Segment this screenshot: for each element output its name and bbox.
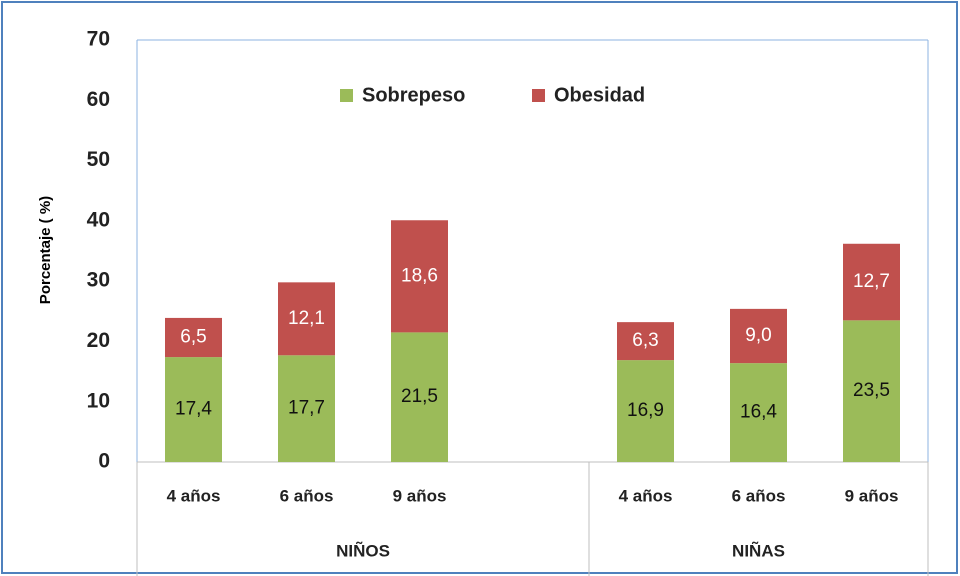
legend-swatch — [340, 89, 353, 102]
group-label: NIÑAS — [732, 540, 785, 560]
y-tick-label: 60 — [87, 88, 110, 111]
value-label: 17,7 — [288, 398, 325, 419]
bar-segment — [165, 317, 222, 358]
value-label: 18,6 — [401, 265, 438, 286]
bar-segment — [278, 282, 335, 356]
bar-segment — [617, 322, 674, 361]
value-label: 12,1 — [288, 308, 325, 329]
bar-segment — [391, 332, 448, 462]
x-tick-label: 6 años — [732, 486, 786, 505]
value-label: 6,3 — [632, 330, 658, 351]
group-label: NIÑOS — [336, 540, 390, 560]
legend-label: Obesidad — [554, 84, 645, 106]
value-label: 12,7 — [853, 271, 890, 292]
value-label: 16,4 — [740, 402, 777, 423]
legend-swatch — [532, 89, 545, 102]
value-label: 21,5 — [401, 386, 438, 407]
bar-segment — [730, 363, 787, 462]
bar-segment — [843, 320, 900, 462]
bar-segment — [391, 220, 448, 333]
value-label: 6,5 — [180, 327, 206, 348]
bar-segment — [730, 308, 787, 364]
bar-segment — [617, 360, 674, 462]
x-tick-label: 9 años — [845, 486, 899, 505]
bar-segment — [843, 243, 900, 321]
value-label: 16,9 — [627, 400, 664, 421]
legend-label: Sobrepeso — [362, 84, 465, 106]
y-tick-label: 40 — [87, 208, 110, 231]
bar-segment — [278, 355, 335, 462]
value-label: 17,4 — [175, 399, 212, 420]
y-tick-label: 10 — [87, 389, 110, 412]
y-tick-label: 50 — [87, 148, 110, 171]
y-tick-label: 20 — [87, 329, 110, 352]
y-tick-label: 30 — [87, 269, 110, 292]
x-tick-label: 9 años — [393, 486, 447, 505]
value-label: 9,0 — [745, 325, 771, 346]
y-tick-label: 0 — [98, 450, 110, 473]
value-label: 23,5 — [853, 380, 890, 401]
bar-segment — [165, 357, 222, 462]
x-tick-label: 6 años — [280, 486, 334, 505]
x-tick-label: 4 años — [167, 486, 221, 505]
y-axis-label: Porcentaje ( %) — [37, 196, 54, 304]
x-tick-label: 4 años — [619, 486, 673, 505]
y-tick-label: 70 — [87, 28, 110, 51]
